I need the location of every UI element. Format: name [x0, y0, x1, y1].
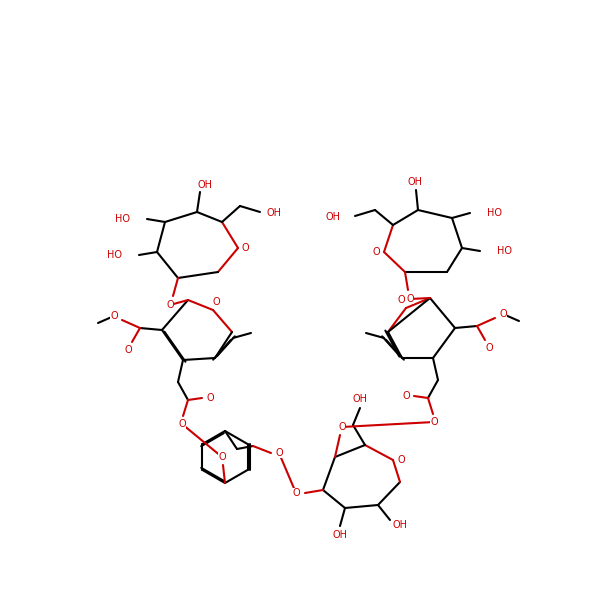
Text: OH: OH: [407, 177, 422, 187]
Text: OH: OH: [326, 212, 341, 222]
Text: O: O: [275, 448, 283, 458]
Text: O: O: [499, 309, 507, 319]
Text: O: O: [166, 300, 174, 310]
Text: O: O: [372, 247, 380, 257]
Text: OH: OH: [332, 530, 347, 540]
Text: O: O: [397, 295, 405, 305]
Text: OH: OH: [392, 520, 407, 530]
Text: O: O: [485, 343, 493, 353]
Text: O: O: [397, 455, 405, 465]
Text: O: O: [292, 488, 300, 498]
Text: O: O: [402, 391, 410, 401]
Text: O: O: [110, 311, 118, 321]
Text: O: O: [406, 294, 414, 304]
Text: O: O: [218, 452, 226, 462]
Text: O: O: [241, 243, 249, 253]
Text: O: O: [206, 393, 214, 403]
Text: O: O: [430, 417, 438, 427]
Text: O: O: [178, 419, 186, 429]
Text: HO: HO: [487, 208, 502, 218]
Text: O: O: [212, 297, 220, 307]
Text: OH: OH: [353, 394, 367, 404]
Text: O: O: [124, 345, 132, 355]
Text: OH: OH: [266, 208, 281, 218]
Text: HO: HO: [115, 214, 130, 224]
Text: OH: OH: [197, 180, 212, 190]
Text: O: O: [338, 422, 346, 432]
Text: HO: HO: [497, 246, 512, 256]
Text: HO: HO: [107, 250, 122, 260]
